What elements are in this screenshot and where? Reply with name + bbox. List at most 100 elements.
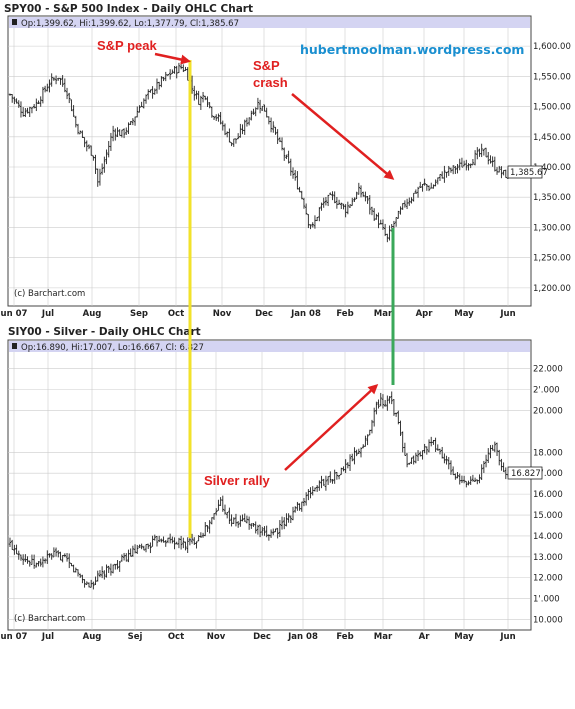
ohlc-bar [298, 186, 301, 193]
ohlc-bar [59, 77, 62, 85]
ohlc-bar [217, 499, 220, 511]
y-tick-label: 10.000 [533, 616, 563, 626]
ohlc-bar [272, 528, 275, 536]
ohlc-bar [487, 448, 490, 463]
ohlc-bar [289, 158, 293, 176]
ohlc-bar [386, 395, 389, 411]
sp-credit: (c) Barchart.com [14, 289, 85, 299]
y-tick-label: 1,300.00 [533, 223, 571, 233]
ohlc-bar [144, 94, 148, 104]
silver-last-price-label: 16.827 [511, 469, 541, 479]
ohlc-bar [454, 165, 457, 174]
ohlc-bar [381, 394, 385, 409]
ohlc-bar [103, 156, 106, 173]
ohlc-bar [283, 147, 286, 161]
ohlc-bar [423, 178, 426, 186]
silver-y-axis: 10.000 1'.000 12.000 13.000 14.000 15.000 16.0… [533, 365, 563, 626]
ohlc-bar [225, 511, 229, 519]
ohlc-bar [116, 559, 119, 570]
ohlc-bar [440, 446, 444, 459]
ohlc-bar [54, 75, 58, 85]
ohlc-bar [37, 561, 40, 567]
sp-info-bar [9, 17, 530, 28]
ohlc-bar [166, 74, 170, 76]
y-tick-label: 1,450.00 [533, 133, 571, 143]
ohlc-bar [355, 449, 358, 457]
ohlc-bar [471, 474, 475, 482]
x-tick-label: Jan 08 [290, 309, 321, 319]
x-tick-label: Ar [419, 632, 431, 642]
ohlc-bar [230, 142, 233, 147]
ohlc-bar [419, 181, 422, 188]
ohlc-bar [228, 128, 231, 143]
ohlc-bar [221, 495, 225, 512]
ohlc-bar [427, 185, 431, 192]
ohlc-bar [399, 420, 402, 436]
ohlc-bar [318, 480, 321, 491]
ohlc-bar [228, 507, 231, 524]
ohlc-bar [208, 520, 211, 534]
x-tick-label: Jun [499, 309, 515, 319]
ohlc-bar [41, 556, 45, 568]
y-tick-label: 1,500.00 [533, 103, 571, 113]
ohlc-bar [15, 98, 18, 104]
ohlc-bar [114, 128, 117, 141]
ohlc-bar [311, 222, 314, 228]
ohlc-bar [366, 434, 369, 446]
ohlc-bar [160, 538, 163, 543]
ohlc-bar [322, 197, 325, 208]
x-tick-label: un 07 [1, 632, 28, 642]
ohlc-bar [215, 114, 218, 121]
ohlc-bar [105, 564, 108, 578]
y-tick-label: 1,400.00 [533, 163, 571, 173]
ohlc-bar [438, 173, 442, 181]
ohlc-bar [182, 537, 185, 549]
ohlc-bar [324, 475, 328, 491]
ohlc-bar [46, 550, 49, 564]
ohlc-bar [98, 168, 102, 186]
ohlc-bar [408, 462, 411, 465]
ohlc-bar [13, 544, 16, 555]
ohlc-bar [210, 106, 214, 118]
silver-bars [8, 391, 510, 590]
ohlc-bar [236, 133, 240, 140]
silver-x-axis: un 07 Jul Aug Sej Oct Nov Dec Jan 08 Feb Mar Ar May… [1, 632, 516, 642]
ohlc-bar [454, 473, 457, 480]
silver-grid [8, 352, 530, 630]
ohlc-bar [333, 191, 336, 204]
ohlc-bar [443, 165, 446, 183]
ohlc-bar [359, 447, 363, 458]
ohlc-bar [456, 472, 459, 479]
ohlc-bar [465, 480, 468, 488]
sp-title: SPY00 - S&P 500 Index - Daily OHLC Chart [4, 3, 253, 15]
ohlc-bar [24, 108, 27, 118]
ohlc-bar [247, 516, 251, 530]
ohlc-bar [412, 455, 415, 465]
ohlc-bar [30, 107, 34, 114]
ohlc-bar [287, 150, 290, 164]
ohlc-bar [43, 85, 47, 93]
ohlc-bar [372, 407, 376, 427]
ohlc-bar [186, 537, 189, 553]
y-tick-label: 1,550.00 [533, 72, 571, 82]
ohlc-bar [467, 163, 470, 171]
ohlc-bar [375, 213, 378, 220]
ohlc-bar [368, 195, 371, 215]
ohlc-bar [61, 75, 64, 87]
ohlc-bar [76, 569, 80, 577]
ohlc-bar [324, 197, 328, 206]
sp-crash-label-line2: crash [253, 75, 288, 90]
y-tick-label: 1,200.00 [533, 284, 571, 294]
ohlc-bar [107, 565, 110, 573]
ohlc-bar [394, 217, 398, 227]
ohlc-bar [445, 171, 448, 178]
y-tick-label: 1'.000 [533, 595, 560, 605]
silver-info-bar [9, 341, 530, 352]
ohlc-bar [480, 464, 483, 480]
ohlc-bar [136, 544, 139, 554]
ohlc-bar [379, 392, 382, 407]
ohlc-bar [346, 201, 350, 215]
x-tick-label: Dec [255, 309, 273, 319]
ohlc-bar [300, 190, 303, 200]
ohlc-bar [315, 216, 319, 222]
